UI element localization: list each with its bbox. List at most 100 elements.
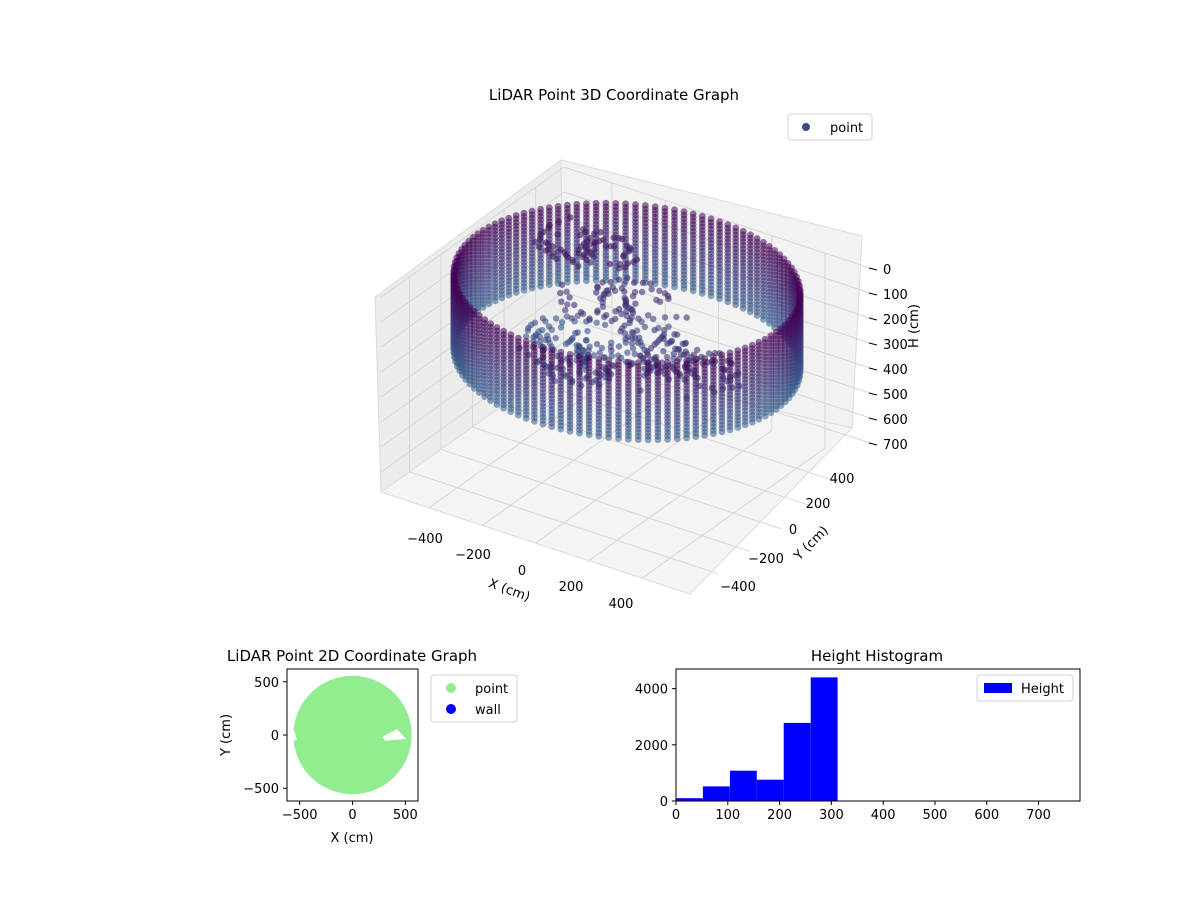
3d-data-point xyxy=(574,329,581,336)
2d-edge-gap xyxy=(287,730,297,742)
3d-data-point xyxy=(621,330,629,337)
3d-data-point xyxy=(664,435,671,443)
3d-data-point xyxy=(573,277,581,285)
3d-data-point xyxy=(683,314,690,321)
3d-data-point xyxy=(530,334,537,341)
3d-point-cloud xyxy=(450,199,804,444)
3d-data-point xyxy=(592,276,600,284)
3d-data-point xyxy=(609,284,616,291)
3d-data-point xyxy=(634,339,642,347)
3d-y-tick: 200 xyxy=(806,497,831,512)
3d-data-point xyxy=(767,409,775,417)
3d-data-point xyxy=(514,411,522,419)
3d-x-tick-labels: −400 −200 0 200 400 xyxy=(407,532,633,612)
3d-data-point xyxy=(753,312,761,319)
histogram-panel: Height Histogram 0 100 200 300 400 500 600 7000… xyxy=(635,647,1081,823)
histogram-bar xyxy=(756,779,784,801)
3d-data-point xyxy=(665,323,672,330)
3d-x-tick: −200 xyxy=(455,548,491,563)
3d-x-tick: 0 xyxy=(518,564,526,579)
3d-data-point xyxy=(602,243,610,250)
3d-data-point xyxy=(634,436,642,443)
3d-data-point xyxy=(577,308,585,316)
3d-data-point xyxy=(580,251,588,258)
3d-x-tick: 200 xyxy=(559,580,584,595)
3d-data-point xyxy=(558,319,566,326)
3d-data-point xyxy=(611,243,618,250)
histogram-bar xyxy=(729,770,757,801)
3d-data-point xyxy=(615,276,623,283)
3d-data-point xyxy=(661,281,669,289)
3d-z-tick: 300 xyxy=(883,338,908,353)
2d-x-tick: 0 xyxy=(348,808,356,823)
3d-y-tick: 400 xyxy=(830,472,855,487)
3d-data-point xyxy=(481,393,489,400)
3d-data-point xyxy=(507,408,515,416)
3d-data-point xyxy=(637,352,644,359)
3d-data-point xyxy=(624,349,631,356)
3d-data-point xyxy=(630,330,637,337)
3d-data-point xyxy=(660,348,667,355)
3d-data-point xyxy=(522,414,530,422)
2d-y-tick: 500 xyxy=(254,676,279,691)
3d-data-point xyxy=(639,279,647,286)
3d-data-point xyxy=(635,315,642,322)
3d-data-point xyxy=(630,258,637,265)
histogram-legend-label: Height xyxy=(1021,682,1064,697)
3d-data-point xyxy=(549,243,556,250)
histogram-legend-swatch xyxy=(984,683,1012,693)
3d-data-point xyxy=(591,240,598,247)
histogram-y-tick: 0 xyxy=(660,795,668,810)
3d-data-point xyxy=(594,284,601,291)
3d-data-point xyxy=(549,253,556,260)
3d-data-point xyxy=(591,230,598,237)
3d-data-point xyxy=(647,280,654,287)
3d-data-point xyxy=(616,305,623,313)
histogram-x-tick: 300 xyxy=(819,808,844,823)
3d-data-point xyxy=(607,278,614,286)
3d-data-point xyxy=(615,343,623,350)
histogram-y-tick: 2000 xyxy=(635,739,668,754)
3d-data-point xyxy=(491,297,499,305)
3d-data-point xyxy=(582,228,589,236)
3d-data-point xyxy=(734,424,742,431)
3d-data-point xyxy=(610,234,617,241)
3d-data-point xyxy=(651,280,659,288)
3d-data-point xyxy=(564,301,571,308)
3d-data-point xyxy=(586,343,593,350)
3d-data-point xyxy=(564,278,571,286)
3d-data-point xyxy=(726,426,734,434)
3d-data-point xyxy=(644,436,652,444)
3d-data-point xyxy=(698,289,706,297)
3d-data-point xyxy=(603,312,610,319)
3d-data-point xyxy=(562,252,570,259)
3d-data-point xyxy=(673,435,681,443)
3d-data-point xyxy=(540,228,547,236)
3d-z-tick: 100 xyxy=(883,288,908,303)
3d-legend-marker xyxy=(802,123,810,131)
3d-data-point xyxy=(562,307,569,314)
3d-data-point xyxy=(554,231,561,238)
3d-data-point xyxy=(632,300,639,307)
3d-data-point xyxy=(594,307,601,314)
3d-data-point xyxy=(660,335,667,343)
3d-data-point xyxy=(644,352,652,359)
3d-z-tick-mark xyxy=(868,442,878,446)
3d-data-point xyxy=(558,281,566,288)
3d-data-point xyxy=(531,417,538,425)
3d-z-tick: 200 xyxy=(883,313,908,328)
3d-data-point xyxy=(485,300,493,308)
3d-data-point xyxy=(670,350,677,357)
3d-data-point xyxy=(625,435,632,443)
3d-data-point xyxy=(557,324,565,331)
3d-data-point xyxy=(487,397,494,404)
3d-data-point xyxy=(626,317,634,324)
3d-z-tick-mark xyxy=(868,367,878,371)
3d-data-point xyxy=(777,402,785,409)
3d-data-point xyxy=(625,248,633,255)
histogram-y-tick: 4000 xyxy=(635,683,668,698)
2d-x-tick: −500 xyxy=(282,808,318,823)
3d-x-tick: 400 xyxy=(609,597,634,612)
3d-data-point xyxy=(535,328,542,335)
2d-y-tick: −500 xyxy=(243,782,279,797)
